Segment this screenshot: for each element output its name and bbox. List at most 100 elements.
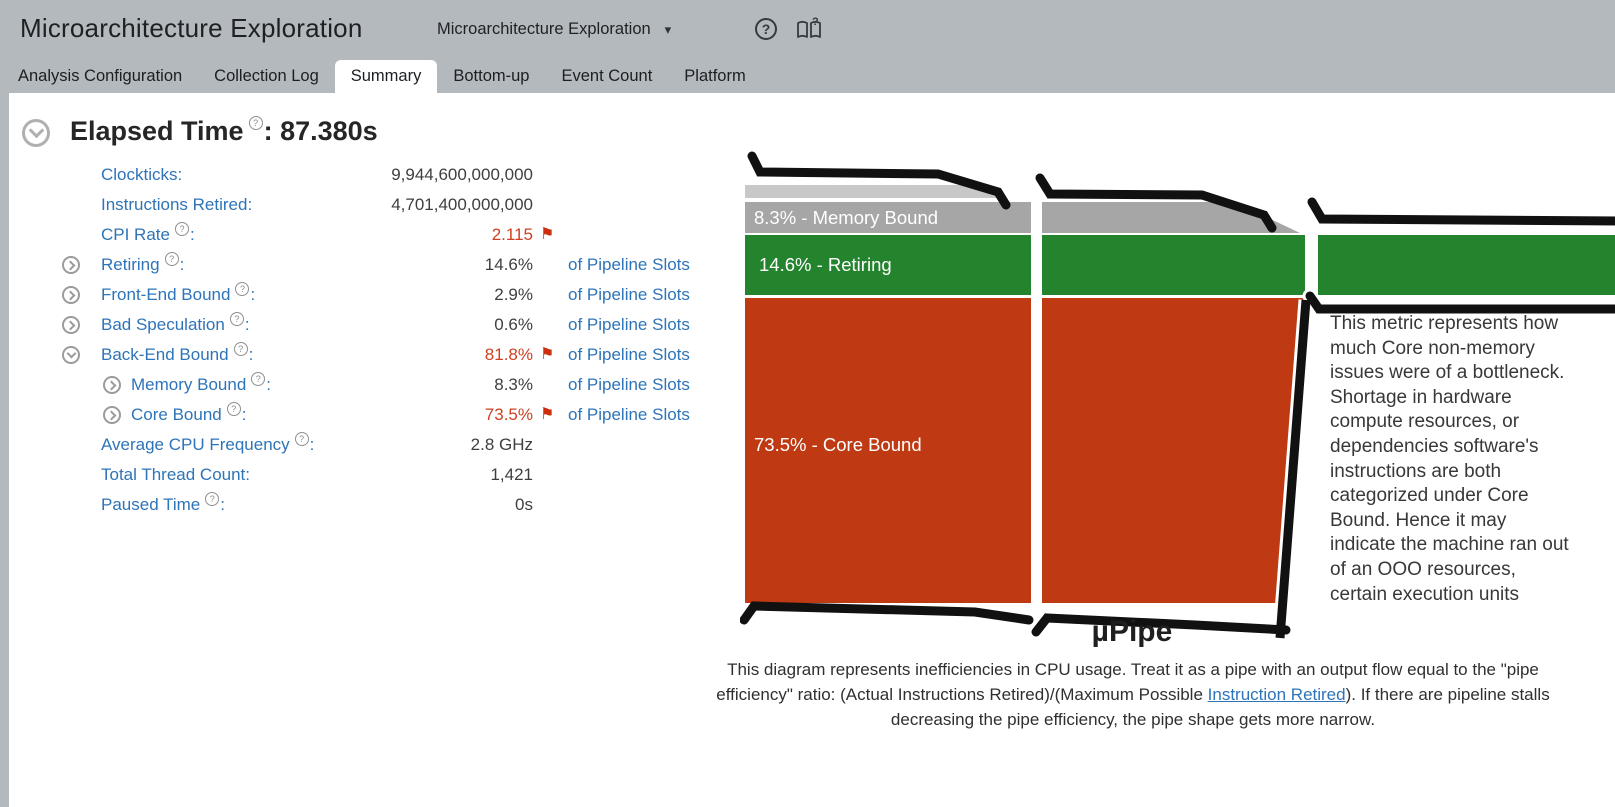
pipe-outline-top-3	[1307, 197, 1615, 226]
label-colon: :	[309, 435, 315, 454]
metric-value: 2.8 GHz	[470, 435, 533, 454]
upipe-desc-text-1: This diagram represents inefficiencies i…	[716, 660, 1539, 704]
metrics-table: Clockticks: 9,944,600,000,000 Instructions…	[9, 93, 749, 807]
collapse-section-icon[interactable]	[22, 119, 50, 147]
tab-bar: Analysis Configuration Collection Log Summ…	[0, 60, 1615, 93]
metric-unit-link[interactable]: of Pipeline Slots	[568, 285, 690, 304]
metric-value: 0.6%	[494, 315, 533, 334]
upipe-title: µPipe	[1091, 615, 1173, 648]
metric-label[interactable]: Paused Time?:	[101, 490, 225, 520]
metric-unit-link[interactable]: of Pipeline Slots	[568, 345, 690, 364]
label-colon: :	[189, 225, 195, 244]
metric-value: 1,421	[490, 465, 533, 484]
label-colon: :	[245, 465, 251, 484]
expand-icon[interactable]	[62, 286, 80, 304]
metric-label[interactable]: CPI Rate?:	[101, 220, 195, 250]
pipe-retiring-band-2[interactable]	[1042, 235, 1305, 295]
help-badge-icon[interactable]: ?	[174, 222, 189, 236]
documentation-icon[interactable]: ?	[795, 16, 823, 42]
metric-unit-link[interactable]: of Pipeline Slots	[568, 315, 690, 334]
analysis-type-value: Microarchitecture Exploration	[437, 20, 651, 38]
retiring-label: 14.6% - Retiring	[759, 254, 892, 275]
help-badge-icon[interactable]: ?	[205, 492, 220, 506]
analysis-type-dropdown[interactable]: Microarchitecture Exploration ▾	[437, 20, 671, 39]
tab-analysis-configuration[interactable]: Analysis Configuration	[2, 60, 198, 93]
metric-value: 4,701,400,000,000	[391, 195, 533, 214]
metric-unit-link[interactable]: of Pipeline Slots	[568, 255, 690, 274]
section-title: Elapsed Time?: 87.380s	[70, 116, 378, 146]
label-colon: :	[179, 255, 185, 274]
metric-label[interactable]: Average CPU Frequency?:	[101, 430, 314, 460]
pipe-retiring-band-1[interactable]	[745, 235, 1031, 295]
instruction-retired-link[interactable]: Instruction Retired	[1207, 685, 1346, 704]
pipe-outline-bottom-1	[740, 601, 1034, 625]
help-badge-icon[interactable]: ?	[251, 372, 266, 386]
metric-value: 2.9%	[494, 285, 533, 304]
metric-label-text: Front-End Bound	[101, 285, 231, 304]
help-badge-icon[interactable]: ?	[235, 282, 250, 296]
help-badge-icon[interactable]: ?	[229, 312, 244, 326]
metric-row-bad-speculation: Bad Speculation?: 0.6% of Pipeline Slots	[9, 310, 749, 340]
expand-icon[interactable]	[62, 256, 80, 274]
metric-label-text: Memory Bound	[131, 375, 247, 394]
pipe-retiring-band-3[interactable]	[1318, 235, 1615, 295]
help-icon[interactable]: ?	[755, 18, 777, 40]
upipe-description: This diagram represents inefficiencies i…	[712, 657, 1554, 732]
help-badge-icon[interactable]: ?	[294, 432, 309, 446]
core-bound-tooltip: This metric represents how much Core non…	[1330, 313, 1569, 605]
help-badge-icon[interactable]: ?	[233, 342, 248, 356]
tab-label: Bottom-up	[453, 67, 530, 85]
upipe-desc-text-2: ). If there are pipeline stalls decreasi…	[890, 685, 1550, 729]
help-badge-icon[interactable]: ?	[248, 116, 263, 130]
metric-row-core-bound: Core Bound?: 73.5% ⚑ of Pipeline Slots	[9, 400, 749, 430]
metric-label-text: Average CPU Frequency	[101, 435, 290, 454]
metric-label[interactable]: Total Thread Count:	[101, 460, 250, 490]
pipe-core-bound-band-1[interactable]	[745, 298, 1031, 603]
metric-label-text: Core Bound	[131, 405, 222, 424]
tab-summary[interactable]: Summary	[334, 60, 438, 93]
expand-icon[interactable]	[103, 406, 121, 424]
tab-bottom-up[interactable]: Bottom-up	[437, 60, 545, 93]
metric-label-text: Bad Speculation	[101, 315, 225, 334]
flag-icon: ⚑	[540, 406, 555, 423]
metric-label[interactable]: Instructions Retired:	[101, 190, 252, 220]
label-colon: :	[248, 345, 254, 364]
metric-row-front-end-bound: Front-End Bound?: 2.9% of Pipeline Slots	[9, 280, 749, 310]
tab-event-count[interactable]: Event Count	[545, 60, 668, 93]
metric-row-total-thread-count: Total Thread Count: 1,421	[9, 460, 749, 490]
metric-value: 73.5%	[484, 405, 533, 424]
metric-label-text: Total Thread Count	[101, 465, 246, 484]
metric-value: 14.6%	[484, 255, 533, 274]
metric-unit-link[interactable]: of Pipeline Slots	[568, 375, 690, 394]
metric-label[interactable]: Bad Speculation?:	[101, 310, 250, 340]
metric-label[interactable]: Memory Bound?:	[131, 370, 271, 400]
expand-icon[interactable]	[62, 316, 80, 334]
help-badge-icon[interactable]: ?	[226, 402, 241, 416]
summary-pane: Elapsed Time?: 87.380s Clockticks: 9,944,…	[9, 93, 1615, 807]
metric-label[interactable]: Clockticks:	[101, 160, 182, 190]
metric-row-memory-bound: Memory Bound?: 8.3% of Pipeline Slots	[9, 370, 749, 400]
expand-icon[interactable]	[103, 376, 121, 394]
metric-label[interactable]: Retiring?:	[101, 250, 184, 280]
metric-value: 2.115	[491, 225, 533, 244]
label-colon: :	[266, 375, 272, 394]
collapse-icon[interactable]	[62, 346, 80, 364]
tab-collection-log[interactable]: Collection Log	[198, 60, 335, 93]
tab-platform[interactable]: Platform	[668, 60, 761, 93]
metric-label[interactable]: Back-End Bound?:	[101, 340, 253, 370]
tab-label: Platform	[684, 67, 746, 85]
help-badge-icon[interactable]: ?	[164, 252, 179, 266]
metric-value: 8.3%	[494, 375, 533, 394]
pipe-core-bound-band-2[interactable]	[1042, 298, 1306, 603]
metric-unit-link[interactable]: of Pipeline Slots	[568, 405, 690, 424]
metric-label[interactable]: Front-End Bound?:	[101, 280, 255, 310]
core-bound-label: 73.5% - Core Bound	[754, 434, 922, 455]
pipe-memory-bound-band-1[interactable]	[745, 202, 1031, 233]
tab-label: Collection Log	[214, 67, 319, 85]
memory-bound-label: 8.3% - Memory Bound	[754, 207, 938, 228]
page-title: Microarchitecture Exploration	[20, 13, 363, 43]
metric-label[interactable]: Core Bound?:	[131, 400, 246, 430]
metric-row-back-end-bound: Back-End Bound?: 81.8% ⚑ of Pipeline Slots	[9, 340, 749, 370]
svg-text:?: ?	[812, 16, 819, 28]
metric-value: 9,944,600,000,000	[391, 165, 533, 184]
